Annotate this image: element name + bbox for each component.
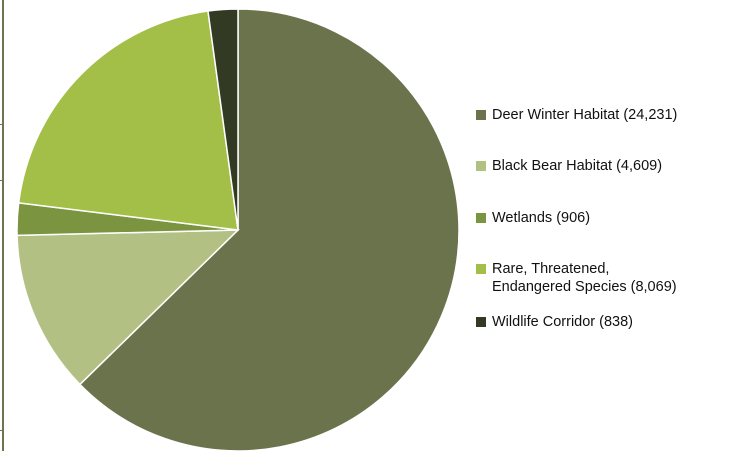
legend-item-rare-threatened-endangered: Rare, Threatened, Endangered Species (8,0… (476, 260, 677, 296)
border-tick (0, 124, 4, 125)
legend-item-deer-winter-habitat: Deer Winter Habitat (24,231) (476, 106, 677, 124)
legend-label: Black Bear Habitat (492, 158, 613, 174)
border-tick (0, 430, 4, 431)
pie-slice-3 (17, 10, 239, 231)
legend-swatch (476, 110, 486, 120)
border-tick (0, 180, 4, 181)
legend-swatch (476, 213, 486, 223)
legend-value: (24,231) (623, 107, 678, 123)
pie-slice-4 (207, 8, 239, 231)
left-border-line (2, 0, 4, 451)
legend-value: (838) (599, 314, 633, 330)
legend-label: Deer Winter Habitat (492, 107, 620, 123)
pie-slice-0 (78, 8, 460, 451)
legend-label-line-2: Endangered Species (492, 279, 627, 295)
legend-swatch (476, 161, 486, 171)
legend-item-black-bear-habitat: Black Bear Habitat (4,609) (476, 157, 662, 175)
pie-slice-1 (16, 229, 240, 386)
legend-label: Wildlife Corridor (492, 314, 596, 330)
legend-item-wildlife-corridor: Wildlife Corridor (838) (476, 313, 633, 331)
legend-swatch (476, 317, 486, 327)
legend-label-line-1: Rare, Threatened, (492, 261, 610, 277)
legend-value: (4,609) (616, 158, 663, 174)
legend-item-wetlands: Wetlands (906) (476, 209, 590, 227)
legend-value: (906) (556, 210, 591, 226)
legend-label: Wetlands (492, 210, 553, 226)
legend-swatch (476, 264, 486, 274)
legend-value: (8,069) (630, 279, 677, 295)
